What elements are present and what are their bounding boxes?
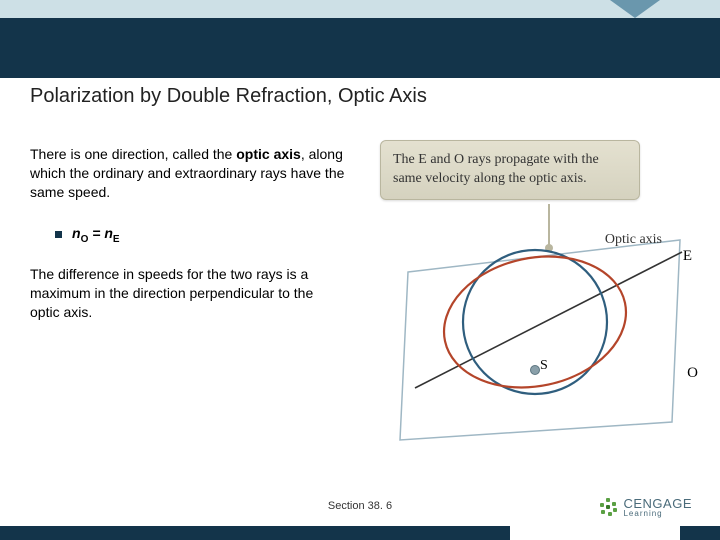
formula-lhs-var: n bbox=[72, 225, 81, 241]
optic-axis-label: Optic axis bbox=[605, 232, 662, 248]
s-point bbox=[531, 366, 540, 375]
bullet-icon bbox=[55, 231, 62, 238]
bullet-formula: nO = nE bbox=[55, 225, 120, 245]
figure: The E and O rays propagate with the same… bbox=[380, 140, 700, 450]
p1-pre: There is one direction, called the bbox=[30, 146, 236, 162]
brand-logo: CENGAGE Learning bbox=[599, 496, 692, 518]
paragraph-2: The difference in speeds for the two ray… bbox=[30, 265, 340, 322]
logo-burst-icon bbox=[599, 498, 617, 516]
p1-bold: optic axis bbox=[236, 146, 301, 162]
figure-svg bbox=[380, 140, 700, 450]
formula-rhs-sub: E bbox=[113, 234, 120, 245]
o-label: O bbox=[687, 365, 698, 382]
formula: nO = nE bbox=[72, 225, 120, 245]
section-label: Section 38. 6 bbox=[328, 500, 392, 512]
optic-axis-line bbox=[415, 252, 682, 388]
logo-text-wrap: CENGAGE Learning bbox=[623, 496, 692, 518]
plane bbox=[400, 240, 680, 440]
footer-gap bbox=[510, 526, 680, 540]
formula-eq: = bbox=[88, 225, 104, 241]
slide-title: Polarization by Double Refraction, Optic… bbox=[30, 85, 427, 108]
paragraph-1: There is one direction, called the optic… bbox=[30, 145, 360, 202]
header-bar bbox=[0, 18, 720, 78]
s-label: S bbox=[540, 358, 548, 374]
e-label: E bbox=[683, 248, 692, 265]
header-accent bbox=[0, 0, 720, 18]
formula-rhs-var: n bbox=[104, 225, 113, 241]
